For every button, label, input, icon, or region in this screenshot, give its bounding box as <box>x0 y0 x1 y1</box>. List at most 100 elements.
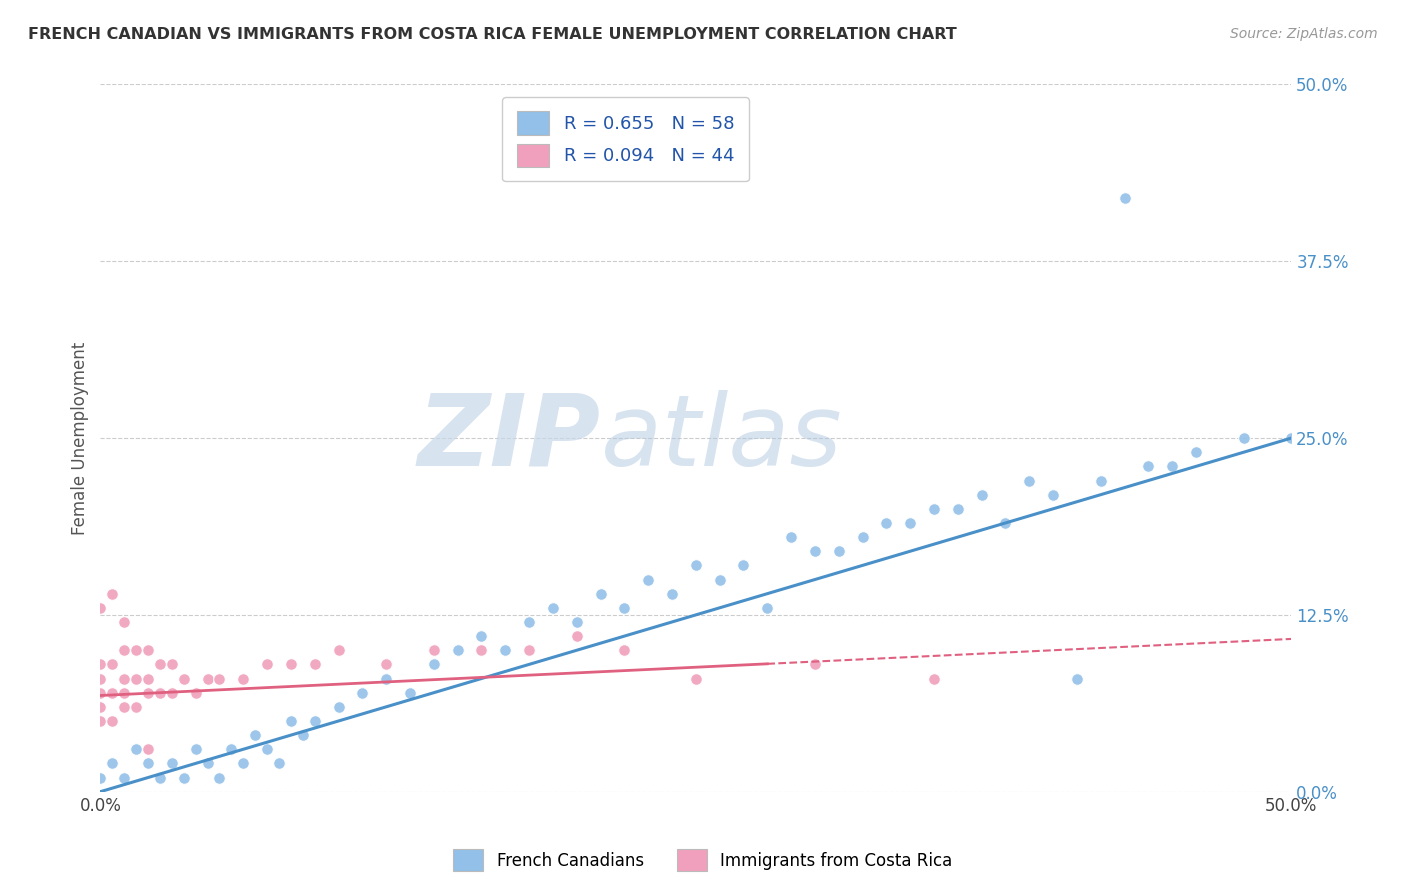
Point <box>112 615 135 629</box>
Point <box>637 573 659 587</box>
Point <box>136 742 159 756</box>
Point <box>89 672 111 686</box>
Point <box>101 657 124 672</box>
Point <box>804 544 827 558</box>
Point <box>517 643 540 657</box>
Text: FRENCH CANADIAN VS IMMIGRANTS FROM COSTA RICA FEMALE UNEMPLOYMENT CORRELATION CH: FRENCH CANADIAN VS IMMIGRANTS FROM COSTA… <box>28 27 957 42</box>
Point <box>804 657 827 672</box>
Point <box>221 742 243 756</box>
Point <box>994 516 1017 530</box>
Point <box>89 686 111 700</box>
Point <box>256 657 278 672</box>
Point <box>780 530 803 544</box>
Point <box>89 600 111 615</box>
Point <box>197 672 219 686</box>
Point <box>828 544 851 558</box>
Point <box>970 488 993 502</box>
Point <box>160 686 183 700</box>
Point <box>184 742 207 756</box>
Point <box>197 756 219 771</box>
Point <box>112 672 135 686</box>
Point <box>613 600 636 615</box>
Point <box>267 756 290 771</box>
Point <box>112 686 135 700</box>
Point <box>494 643 516 657</box>
Text: atlas: atlas <box>600 390 842 486</box>
Point <box>1042 488 1064 502</box>
Point <box>101 686 124 700</box>
Point <box>470 629 492 643</box>
Point <box>184 686 207 700</box>
Legend: R = 0.655   N = 58, R = 0.094   N = 44: R = 0.655 N = 58, R = 0.094 N = 44 <box>502 97 749 181</box>
Point <box>1279 431 1302 445</box>
Point <box>112 699 135 714</box>
Point <box>875 516 897 530</box>
Point <box>208 771 231 785</box>
Point <box>173 771 195 785</box>
Point <box>733 558 755 573</box>
Point <box>1137 459 1160 474</box>
Text: Source: ZipAtlas.com: Source: ZipAtlas.com <box>1230 27 1378 41</box>
Point <box>208 672 231 686</box>
Point <box>423 657 446 672</box>
Legend: French Canadians, Immigrants from Costa Rica: French Canadians, Immigrants from Costa … <box>444 841 962 880</box>
Point <box>1090 474 1112 488</box>
Point <box>613 643 636 657</box>
Point <box>756 600 779 615</box>
Point <box>125 699 148 714</box>
Point <box>112 771 135 785</box>
Point <box>517 615 540 629</box>
Point <box>446 643 468 657</box>
Point <box>89 771 111 785</box>
Point <box>136 643 159 657</box>
Point <box>1161 459 1184 474</box>
Point <box>232 756 254 771</box>
Point <box>125 742 148 756</box>
Point <box>173 672 195 686</box>
Point <box>541 600 564 615</box>
Point <box>352 686 374 700</box>
Point <box>304 657 326 672</box>
Point <box>1018 474 1040 488</box>
Point <box>291 728 314 742</box>
Point <box>232 672 254 686</box>
Point <box>1185 445 1208 459</box>
Point <box>112 643 135 657</box>
Point <box>375 657 398 672</box>
Point <box>565 629 588 643</box>
Point <box>399 686 422 700</box>
Point <box>160 657 183 672</box>
Point <box>1066 672 1088 686</box>
Point <box>243 728 266 742</box>
Point <box>136 686 159 700</box>
Point <box>256 742 278 756</box>
Point <box>589 587 612 601</box>
Point <box>149 657 172 672</box>
Point <box>470 643 492 657</box>
Y-axis label: Female Unemployment: Female Unemployment <box>72 342 89 534</box>
Point <box>1114 191 1136 205</box>
Text: ZIP: ZIP <box>418 390 600 486</box>
Point <box>1233 431 1256 445</box>
Point <box>89 699 111 714</box>
Point <box>101 714 124 728</box>
Point <box>685 558 707 573</box>
Point <box>125 672 148 686</box>
Point <box>565 615 588 629</box>
Point <box>946 501 969 516</box>
Point <box>375 672 398 686</box>
Point <box>661 587 683 601</box>
Point <box>304 714 326 728</box>
Point <box>922 672 945 686</box>
Point <box>423 643 446 657</box>
Point <box>136 756 159 771</box>
Point <box>101 756 124 771</box>
Point <box>685 672 707 686</box>
Point <box>89 657 111 672</box>
Point <box>149 771 172 785</box>
Point <box>101 587 124 601</box>
Point <box>328 699 350 714</box>
Point <box>160 756 183 771</box>
Point <box>851 530 873 544</box>
Point <box>149 686 172 700</box>
